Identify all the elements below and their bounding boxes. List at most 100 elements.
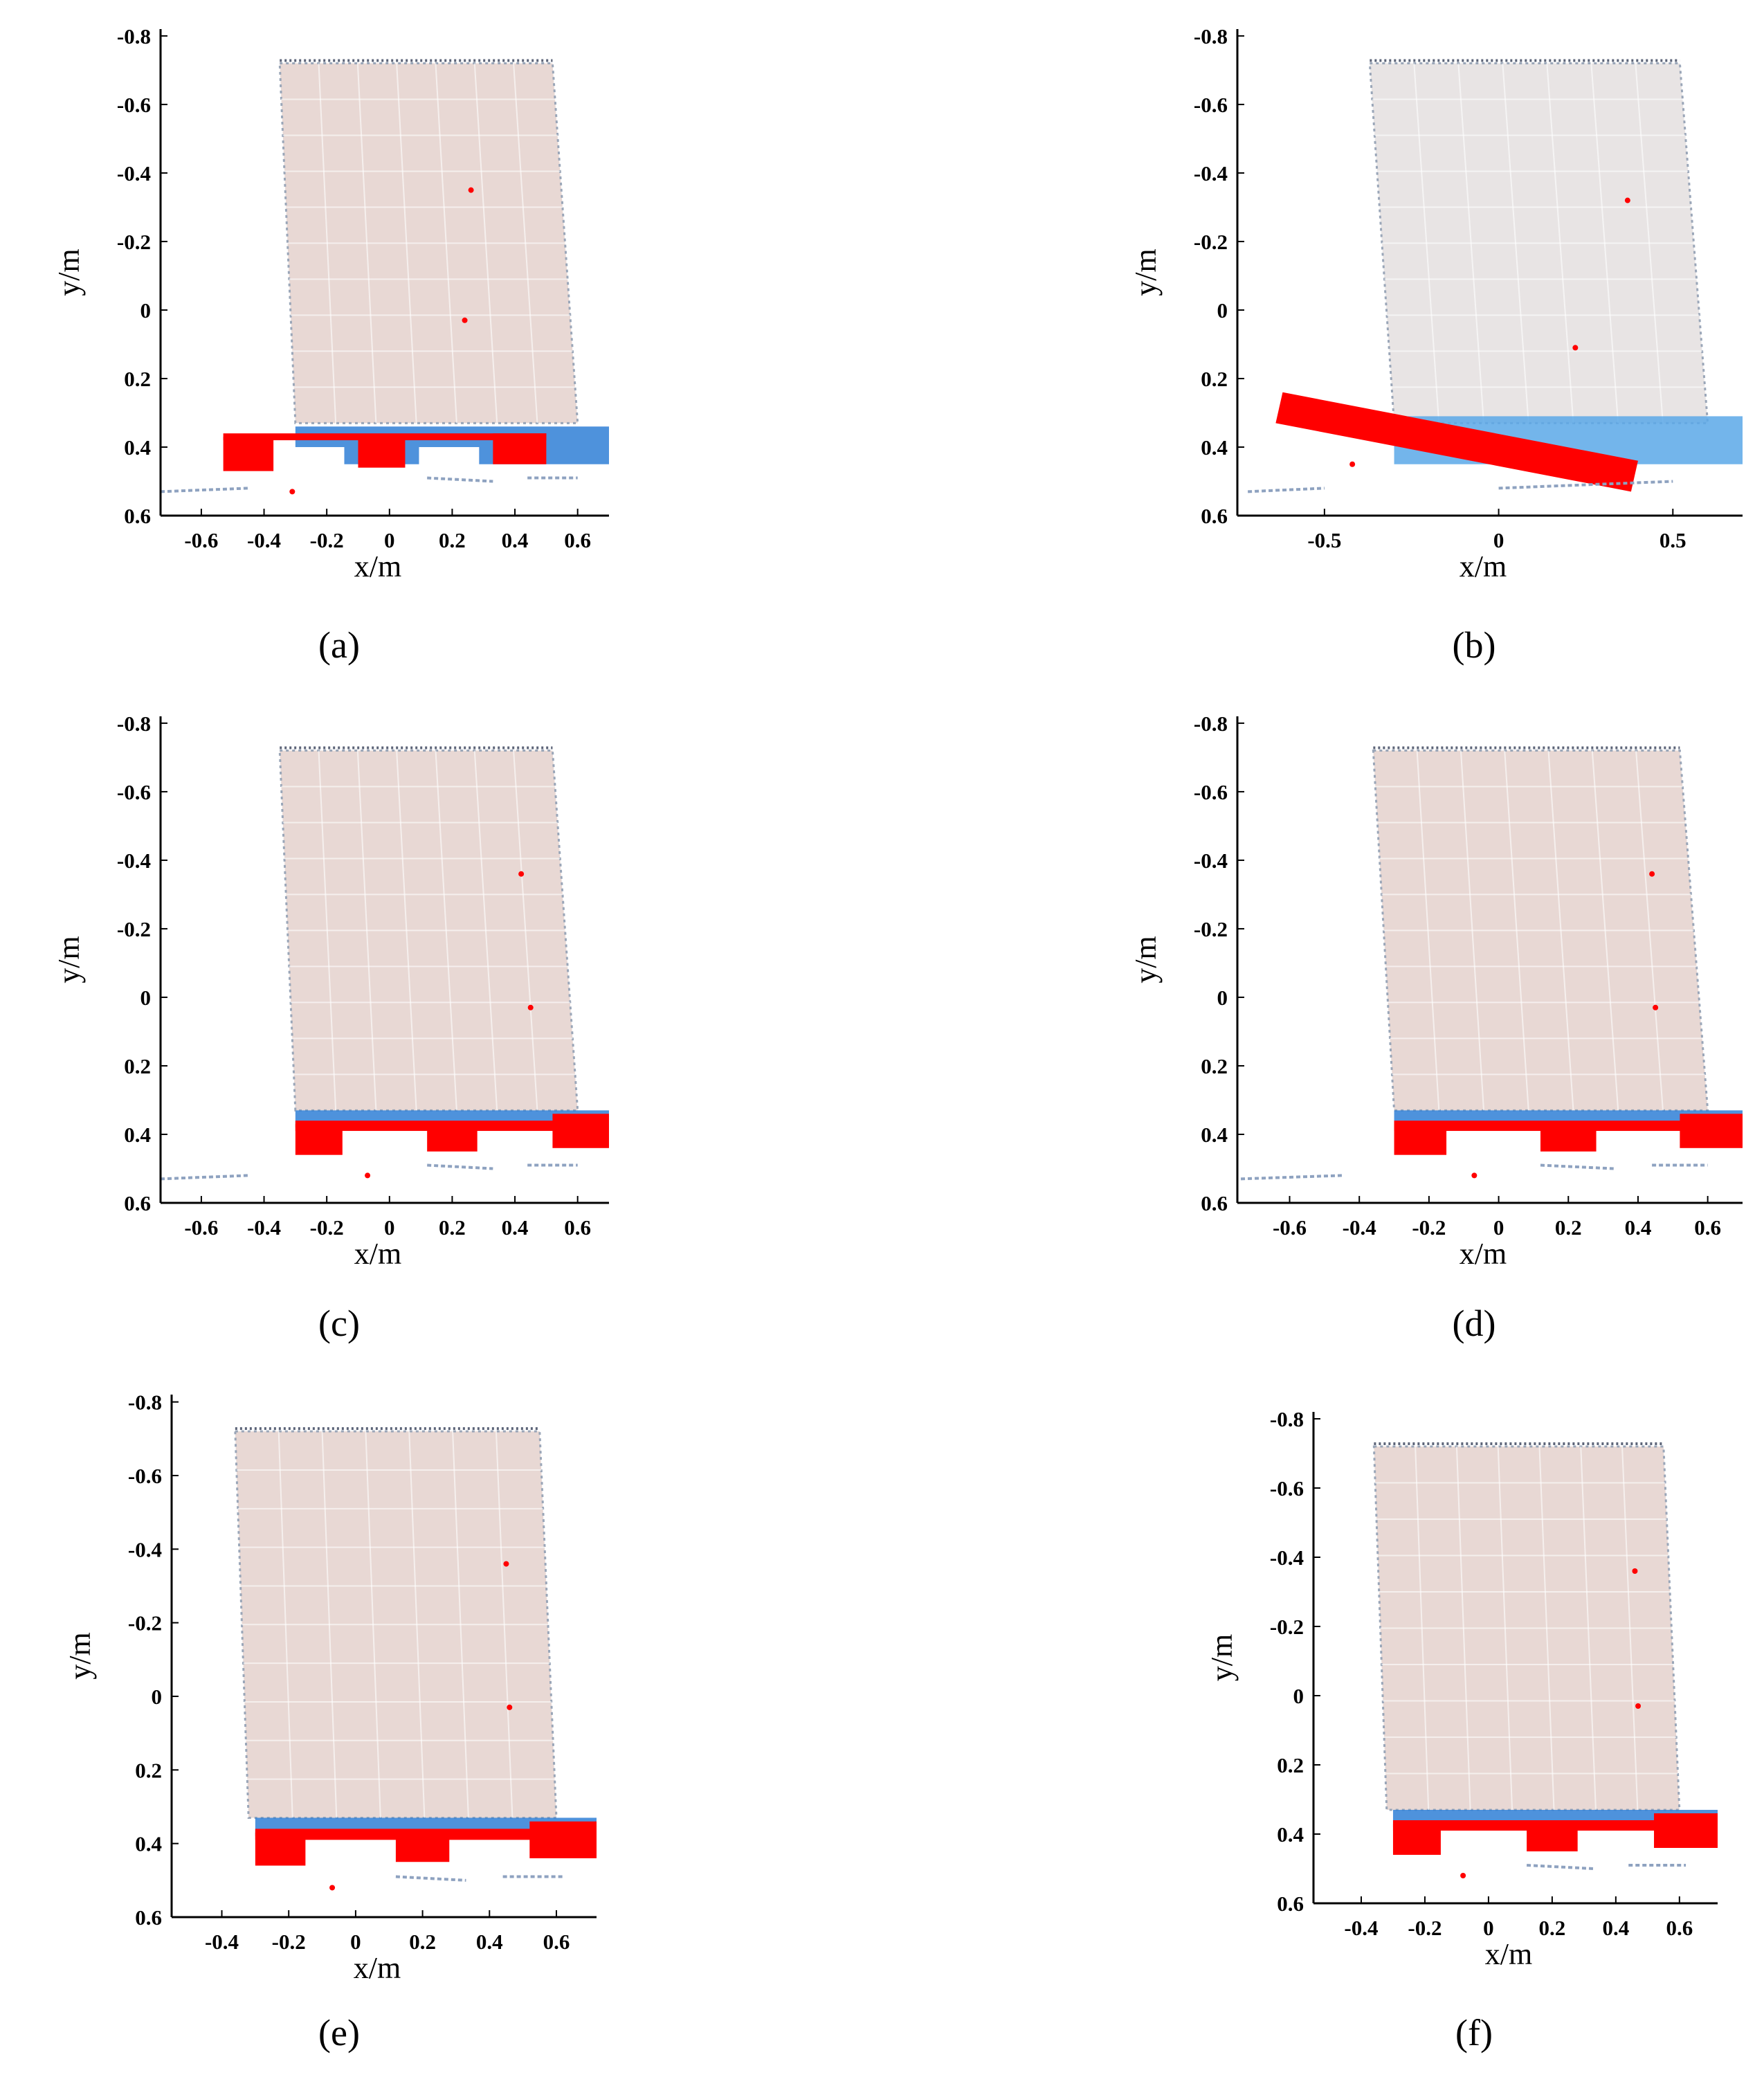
y-tick-label: -0.4: [1270, 1545, 1304, 1570]
cargo-grid-line: [1457, 63, 1485, 424]
x-tick-label: 0: [1493, 528, 1504, 552]
fork-pocket: [419, 446, 480, 471]
panel-caption: (f): [1455, 2012, 1493, 2053]
fork-pocket: [1610, 1134, 1666, 1159]
x-tick-label: 0: [1483, 1916, 1494, 1940]
x-tick-label: -0.4: [247, 528, 281, 552]
y-tick-label: 0.6: [1201, 1191, 1228, 1215]
x-tick-label: 0.2: [439, 1215, 466, 1240]
x-tick-label: -0.2: [1408, 1916, 1442, 1940]
red-point: [1460, 1873, 1466, 1878]
cargo-grid-line: [1547, 750, 1574, 1111]
y-tick-label: 0.4: [135, 1832, 162, 1856]
red-point: [289, 489, 295, 495]
red-point: [468, 187, 474, 193]
red-point: [329, 1885, 336, 1891]
x-tick-label: 0.5: [1660, 528, 1686, 552]
red-point: [518, 871, 525, 877]
panel-caption: (d): [1453, 1303, 1496, 1344]
y-tick-label: -0.4: [1194, 161, 1228, 185]
cargo-grid-line: [356, 750, 377, 1111]
x-axis-label: x/m: [354, 1237, 401, 1271]
x-tick-label: 0.2: [439, 528, 466, 552]
cargo-grid-line: [1591, 750, 1619, 1111]
x-tick-label: -0.4: [205, 1930, 239, 1954]
x-axis-label: x/m: [1460, 550, 1507, 583]
x-tick-label: 0.4: [1625, 1215, 1652, 1240]
cargo-grid-line: [396, 63, 417, 424]
x-tick-label: -0.2: [272, 1930, 306, 1954]
fork-pocket: [1460, 1134, 1527, 1159]
x-tick-label: 0: [1493, 1215, 1504, 1240]
noise-points: [1540, 1163, 1614, 1170]
y-tick-label: -0.4: [117, 161, 151, 185]
y-tick-label: -0.2: [1194, 230, 1228, 254]
cargo-grid-line: [473, 750, 498, 1111]
y-tick-label: 0: [152, 1685, 163, 1709]
cargo-grid-line: [435, 63, 457, 424]
cargo-grid-line: [1590, 63, 1619, 424]
y-tick-label: -0.2: [117, 917, 151, 941]
y-tick-label: 0.4: [124, 1123, 151, 1147]
y-tick-label: 0.6: [124, 1191, 151, 1215]
y-tick-label: 0: [1293, 1684, 1304, 1708]
cargo-grid-line: [318, 63, 337, 424]
pallet-red-face: [1392, 1820, 1718, 1831]
panel-c: -0.8 -0.6 -0.4 -0.2 0 0.2 0.4 0.6 -0.6 -0.4 -0.2 0 0…: [52, 711, 609, 1344]
cargo-grid-line: [1546, 63, 1574, 424]
x-tick-label: 0.2: [1555, 1215, 1582, 1240]
y-tick-label: -0.4: [1194, 849, 1228, 873]
cargo-grid-line: [1497, 1446, 1513, 1811]
red-point: [1653, 1004, 1659, 1010]
y-axis-label: y/m: [52, 936, 86, 983]
cargo-grid-line: [1502, 63, 1529, 424]
x-tick-label: -0.2: [310, 1215, 344, 1240]
cargo-grid-line: [1415, 1446, 1430, 1811]
cargo-grid-line: [435, 750, 457, 1111]
x-tick-label: -0.2: [1412, 1215, 1446, 1240]
panel-f: -0.8 -0.6 -0.4 -0.2 0 0.2 0.4 0.6 -0.4 -0.2 0 0.2 0.…: [1205, 1407, 1718, 2053]
y-tick-label: 0.4: [1201, 1123, 1228, 1147]
noise-points: [1498, 480, 1673, 490]
x-tick-label: -0.4: [1344, 1916, 1378, 1940]
x-tick-label: -0.4: [247, 1215, 281, 1240]
cargo-grid-line: [495, 1431, 513, 1818]
x-tick-label: 0.6: [564, 528, 591, 552]
y-tick-label: 0.2: [124, 1054, 151, 1078]
cargo-grid-line: [1635, 63, 1664, 424]
y-axis-label: y/m: [1205, 1634, 1239, 1681]
x-tick-label: 0.4: [476, 1930, 503, 1954]
noise-points: [1526, 1864, 1594, 1870]
x-tick-label: -0.5: [1307, 528, 1341, 552]
y-tick-label: -0.6: [117, 780, 151, 804]
x-tick-label: -0.6: [1273, 1215, 1307, 1240]
red-point: [1572, 345, 1579, 351]
y-tick-label: -0.8: [117, 24, 151, 48]
fork-pocket: [356, 1134, 414, 1159]
cargo-grid-line: [278, 1431, 293, 1818]
x-tick-label: 0.4: [502, 528, 529, 552]
fork-pocket: [463, 1843, 516, 1869]
cargo-grid-line: [396, 750, 417, 1111]
fork-pocket: [491, 1134, 539, 1159]
fork-pocket: [1591, 1834, 1641, 1858]
y-tick-label: 0.2: [124, 367, 151, 391]
panel-caption: (a): [318, 624, 360, 666]
cargo-grid-line: [1635, 750, 1664, 1111]
y-tick-label: 0: [140, 986, 152, 1010]
y-tick-label: -0.8: [1194, 24, 1228, 48]
fork-pocket: [319, 1843, 382, 1869]
x-tick-label: 0: [384, 1215, 395, 1240]
cargo-grid-line: [1538, 1446, 1555, 1811]
y-tick-label: -0.8: [1270, 1407, 1304, 1431]
noise-points: [395, 1875, 466, 1882]
panel-b: -0.8 -0.6 -0.4 -0.2 0 0.2 0.4 0.6 -0.5 0 0.5 x/m y/m…: [1129, 24, 1743, 666]
panel-a: -0.8 -0.6 -0.4 -0.2 0 0.2 0.4 0.6 -0.6 -0.4 -0.2 0 0…: [52, 24, 609, 666]
y-tick-label: -0.2: [117, 230, 151, 254]
y-tick-label: -0.2: [1194, 917, 1228, 941]
pallet-red-face: [223, 433, 547, 441]
x-axis-label: x/m: [1485, 1937, 1532, 1971]
y-axis-label: y/m: [1129, 248, 1163, 296]
x-tick-label: 0.4: [1602, 1916, 1629, 1940]
noise-points: [1240, 1174, 1343, 1181]
